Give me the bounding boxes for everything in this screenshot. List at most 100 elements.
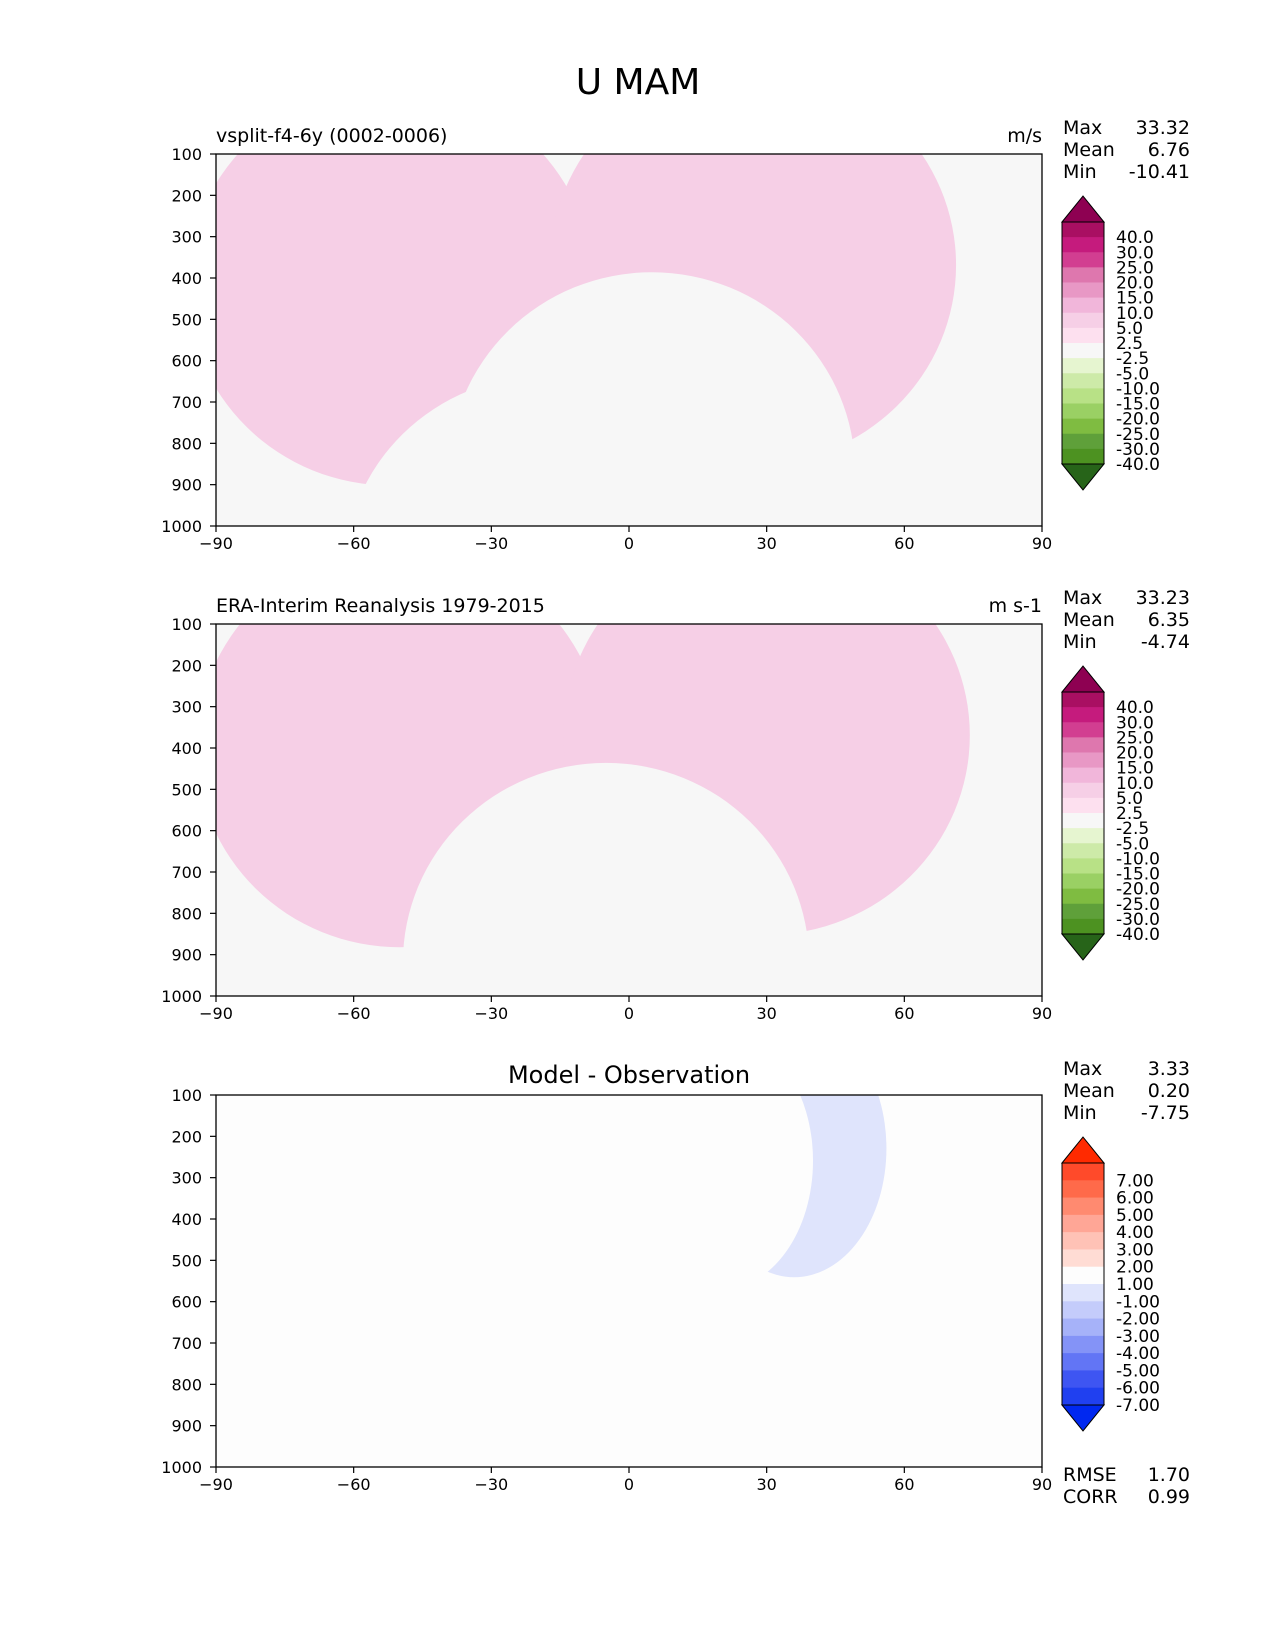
colorbar-segment bbox=[1062, 1214, 1104, 1233]
colorbar-min-extend bbox=[1060, 933, 1106, 961]
colorbar-label: -40.0 bbox=[1116, 455, 1160, 475]
colorbar-segment bbox=[1062, 267, 1104, 283]
colorbar-segment bbox=[1062, 433, 1104, 450]
y-tick-label: 100 bbox=[171, 145, 202, 164]
colorbar-max-extend bbox=[1060, 665, 1106, 693]
stat-value: -4.74 bbox=[1141, 631, 1190, 653]
colorbar-segment bbox=[1062, 358, 1104, 374]
y-tick-label: 1000 bbox=[161, 987, 202, 1006]
y-tick-label: 900 bbox=[171, 946, 202, 965]
colorbar-segment bbox=[1062, 752, 1104, 769]
y-tick-label: 700 bbox=[171, 393, 202, 412]
colorbar-segment bbox=[1062, 282, 1104, 299]
stat-value: 0.20 bbox=[1148, 1080, 1190, 1102]
stat-label: Min bbox=[1063, 631, 1097, 653]
stat-label: Max bbox=[1063, 1058, 1102, 1080]
y-tick-label: 500 bbox=[171, 310, 202, 329]
y-tick-label: 700 bbox=[171, 863, 202, 882]
stat-value: 0.99 bbox=[1148, 1486, 1190, 1508]
colorbar-label: -40.0 bbox=[1116, 925, 1160, 945]
x-tick-label: 90 bbox=[1032, 1475, 1052, 1494]
colorbar-segment bbox=[1062, 843, 1104, 859]
colorbar-segment bbox=[1062, 1232, 1104, 1250]
x-tick-label: −90 bbox=[199, 534, 233, 553]
colorbar-label: -2.5 bbox=[1116, 819, 1149, 839]
contour-level bbox=[307, 1176, 492, 1435]
stat-value: 3.33 bbox=[1148, 1058, 1190, 1080]
colorbar-frame bbox=[1061, 221, 1105, 465]
colorbar-segment bbox=[1062, 1353, 1104, 1371]
y-tick-label: 800 bbox=[171, 434, 202, 453]
colorbar-segment bbox=[1062, 343, 1104, 359]
colorbar-segment bbox=[1062, 1197, 1104, 1216]
colorbar-segment bbox=[1062, 828, 1104, 844]
colorbar-label: 30.0 bbox=[1116, 243, 1154, 263]
y-tick-label: 300 bbox=[171, 698, 202, 717]
colorbar-segment bbox=[1062, 767, 1104, 784]
stat-value: 6.76 bbox=[1148, 139, 1190, 161]
contour-level bbox=[349, 375, 744, 526]
x-tick-label: 0 bbox=[624, 1475, 634, 1494]
colorbar-label: 10.0 bbox=[1116, 304, 1154, 324]
colorbar-label: 5.0 bbox=[1116, 319, 1143, 339]
colorbar-label: 15.0 bbox=[1116, 759, 1154, 779]
stat-value: 33.23 bbox=[1136, 587, 1190, 609]
x-tick-label: 30 bbox=[756, 534, 776, 553]
colorbar-segment bbox=[1062, 903, 1104, 920]
x-tick-label: 60 bbox=[894, 1004, 914, 1023]
colorbar-segment bbox=[1062, 782, 1104, 799]
stat-label: Min bbox=[1063, 161, 1097, 183]
colorbar-label: 1.00 bbox=[1116, 1275, 1154, 1295]
y-tick-label: 200 bbox=[171, 656, 202, 675]
colorbar-label: -15.0 bbox=[1116, 865, 1160, 885]
colorbar-segment bbox=[1062, 813, 1104, 829]
colorbar-segment bbox=[1062, 1301, 1104, 1320]
colorbar-segment bbox=[1062, 873, 1104, 890]
colorbar-segment bbox=[1062, 1266, 1104, 1285]
colorbar-segment bbox=[1062, 222, 1104, 238]
colorbar-max-extend bbox=[1060, 1136, 1106, 1164]
x-tick-label: 60 bbox=[894, 1475, 914, 1494]
panel-title: Model - Observation bbox=[508, 1061, 750, 1089]
colorbar-frame bbox=[1061, 1162, 1105, 1406]
colorbar-label: -4.00 bbox=[1116, 1344, 1160, 1364]
colorbar-label: 4.00 bbox=[1116, 1223, 1154, 1243]
stat-value: -7.75 bbox=[1141, 1102, 1190, 1124]
colorbar-segment bbox=[1062, 448, 1104, 465]
colorbar-label: -2.5 bbox=[1116, 349, 1149, 369]
colorbar-label: 20.0 bbox=[1116, 274, 1154, 294]
y-tick-label: 600 bbox=[171, 352, 202, 371]
stat-label: Mean bbox=[1063, 139, 1115, 161]
colorbar-label: -20.0 bbox=[1116, 880, 1160, 900]
units-label: m/s bbox=[1007, 125, 1042, 147]
colorbar-label: 10.0 bbox=[1116, 774, 1154, 794]
colorbar-label: -1.00 bbox=[1116, 1292, 1160, 1312]
stat-label: Mean bbox=[1063, 1080, 1115, 1102]
colorbar-label: 7.00 bbox=[1116, 1171, 1154, 1191]
colorbar-label: -10.0 bbox=[1116, 849, 1160, 869]
y-tick-label: 600 bbox=[171, 1293, 202, 1312]
colorbar-label: -25.0 bbox=[1116, 425, 1160, 445]
stat-label: RMSE bbox=[1063, 1464, 1117, 1486]
colorbar-label: 2.00 bbox=[1116, 1258, 1154, 1278]
y-tick-label: 200 bbox=[171, 1127, 202, 1146]
y-tick-label: 100 bbox=[171, 1086, 202, 1105]
colorbar-segment bbox=[1062, 1249, 1104, 1268]
x-tick-label: 30 bbox=[756, 1004, 776, 1023]
colorbar-segment bbox=[1062, 252, 1104, 268]
colorbar-max-extend bbox=[1060, 195, 1106, 223]
colorbar-segment bbox=[1062, 1284, 1104, 1302]
colorbar-label: -3.00 bbox=[1116, 1327, 1160, 1347]
contour-field bbox=[216, 154, 956, 526]
colorbar-label: 40.0 bbox=[1116, 228, 1154, 248]
colorbar-label: -30.0 bbox=[1116, 440, 1160, 460]
contour-level bbox=[402, 762, 810, 996]
colorbar-label: 5.0 bbox=[1116, 789, 1143, 809]
colorbar-label: 30.0 bbox=[1116, 713, 1154, 733]
colorbar-segment bbox=[1062, 707, 1104, 723]
y-tick-label: 400 bbox=[171, 739, 202, 758]
y-tick-label: 100 bbox=[171, 615, 202, 634]
colorbar-label: 25.0 bbox=[1116, 728, 1154, 748]
colorbar-label: -5.00 bbox=[1116, 1361, 1160, 1381]
